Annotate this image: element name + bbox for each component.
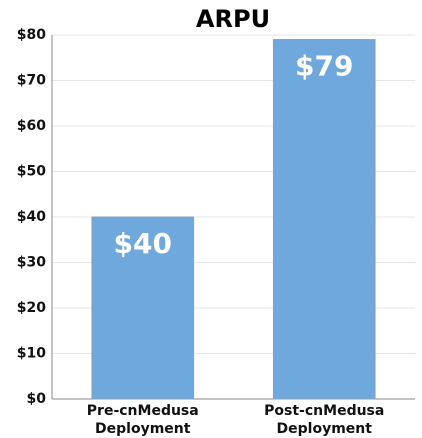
y-tick-label: $10 <box>17 346 46 362</box>
y-tick-label: $30 <box>17 255 46 271</box>
value-label: $79 <box>295 50 353 83</box>
x-tick-label: Post-cnMedusa Deployment <box>264 403 385 437</box>
y-tick-label: $70 <box>17 73 46 89</box>
y-tick-label: $0 <box>27 391 47 407</box>
y-tick-label: $80 <box>17 27 46 43</box>
value-label: $40 <box>114 227 172 260</box>
y-tick-label: $50 <box>17 164 46 180</box>
y-tick-label: $60 <box>17 118 46 134</box>
y-tick-label: $20 <box>17 300 46 316</box>
chart-title: ARPU <box>196 5 270 33</box>
bar <box>91 216 195 400</box>
bar <box>272 39 376 400</box>
y-tick-label: $40 <box>17 209 46 225</box>
x-tick-label: Pre-cnMedusa Deployment <box>86 403 199 437</box>
